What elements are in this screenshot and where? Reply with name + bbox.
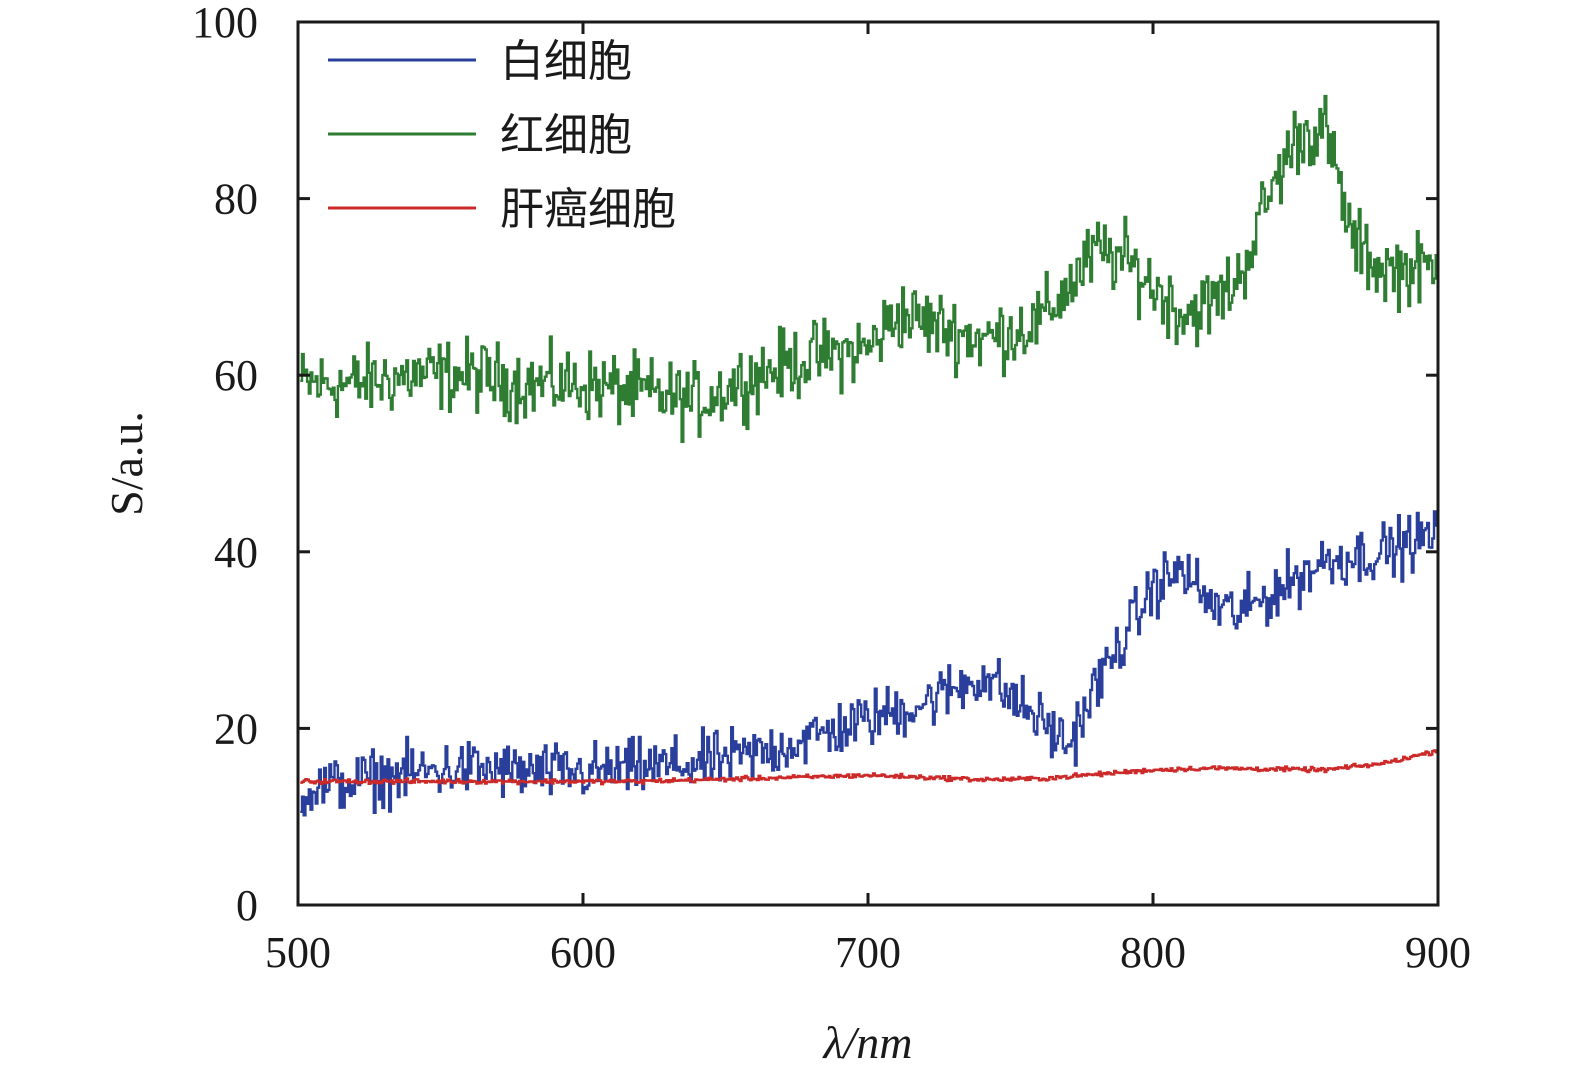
ticks-layer: 500 600 700 800 900 0 20 40 60 80 100 xyxy=(192,0,1471,977)
y-tick-label: 80 xyxy=(214,175,258,224)
series-line-0 xyxy=(300,510,1437,817)
legend-label-liver-cancer-cell: 肝癌细胞 xyxy=(500,184,676,235)
y-tick-label: 40 xyxy=(214,528,258,577)
x-tick-label: 500 xyxy=(265,928,331,977)
series-line-1 xyxy=(300,94,1437,443)
y-tick-label: 100 xyxy=(192,0,258,47)
x-tick-label: 700 xyxy=(835,928,901,977)
legend-label-red-blood-cell: 红细胞 xyxy=(500,110,632,161)
legend-label-white-blood-cell: 白细胞 xyxy=(500,36,632,87)
x-tick-label: 900 xyxy=(1405,928,1471,977)
x-tick-label: 600 xyxy=(550,928,616,977)
y-tick-label: 20 xyxy=(214,704,258,753)
y-tick-label: 60 xyxy=(214,351,258,400)
y-tick-label: 0 xyxy=(236,881,258,930)
series-line-2 xyxy=(300,749,1437,786)
series-layer xyxy=(300,94,1437,817)
x-tick-label: 800 xyxy=(1120,928,1186,977)
y-axis-label: S/a.u. xyxy=(101,411,152,516)
legend: 白细胞 红细胞 肝癌细胞 xyxy=(328,36,676,235)
x-axis-label: λ/nm xyxy=(822,1017,913,1068)
